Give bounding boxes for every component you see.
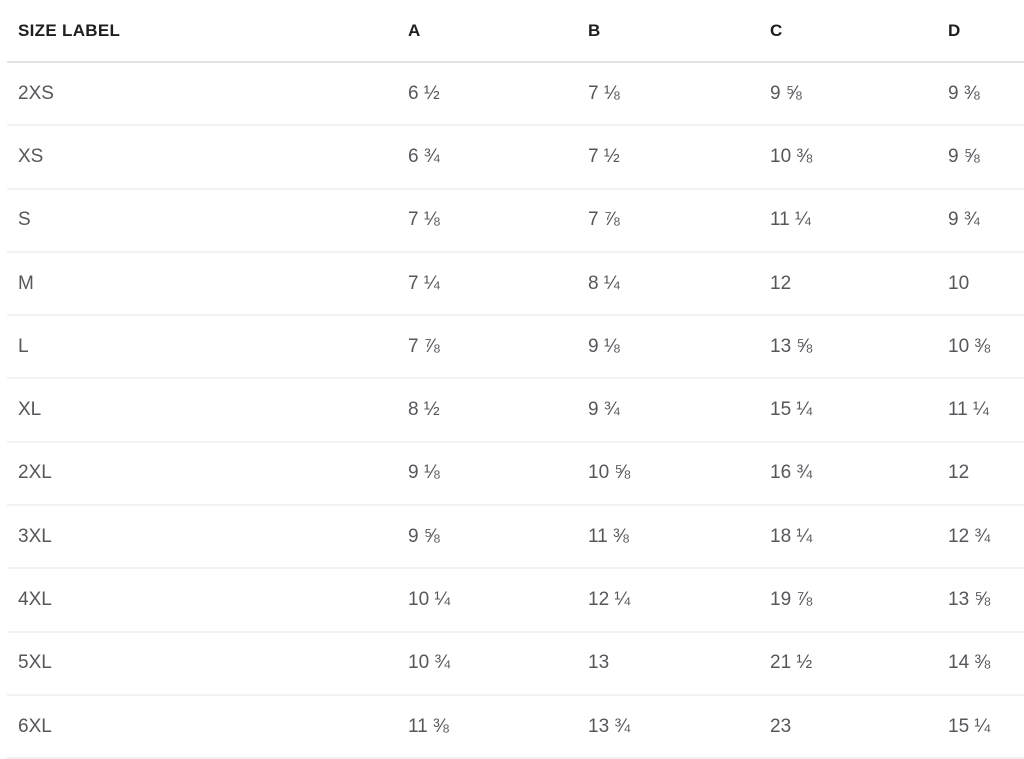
measurement-cell-a: 8 ½ (390, 378, 570, 443)
measurement-cell-d: 13 ⅝ (930, 568, 1024, 633)
size-label-cell: M (7, 251, 390, 317)
measurement-cell-c: 10 ⅜ (752, 125, 930, 190)
measurement-cell-c: 23 (752, 694, 930, 759)
size-label-cell: 2XS (7, 62, 390, 127)
measurement-cell-b: 10 ⅝ (570, 441, 752, 507)
table-row: 4XL 10 ¼ 12 ¼ 19 ⅞ 13 ⅝ (7, 568, 1024, 633)
measurement-cell-b: 12 ¼ (570, 568, 752, 633)
table-row: 2XL 9 ⅛ 10 ⅝ 16 ¾ 12 (7, 441, 1024, 507)
measurement-cell-c: 9 ⅝ (752, 62, 930, 127)
measurement-cell-d: 10 (930, 251, 1024, 317)
measurement-cell-b: 7 ½ (570, 125, 752, 190)
size-label-cell: L (7, 315, 390, 380)
measurement-cell-c: 21 ½ (752, 631, 930, 696)
table-row: 5XL 10 ¾ 13 21 ½ 14 ⅜ (7, 631, 1024, 696)
measurement-cell-d: 9 ¾ (930, 188, 1024, 253)
measurement-cell-c: 19 ⅞ (752, 568, 930, 633)
column-header-size-label: SIZE LABEL (7, 0, 390, 63)
table-row: 3XL 9 ⅝ 11 ⅜ 18 ¼ 12 ¾ (7, 505, 1024, 570)
column-header-b: B (570, 0, 752, 63)
measurement-cell-c: 18 ¼ (752, 505, 930, 570)
measurement-cell-d: 9 ⅜ (930, 62, 1024, 127)
measurement-cell-d: 12 ¾ (930, 505, 1024, 570)
measurement-cell-a: 9 ⅝ (390, 505, 570, 570)
measurement-cell-b: 11 ⅜ (570, 505, 752, 570)
column-header-c: C (752, 0, 930, 63)
measurement-cell-a: 6 ¾ (390, 125, 570, 190)
size-label-cell: 2XL (7, 441, 390, 507)
measurement-cell-c: 15 ¼ (752, 378, 930, 443)
size-label-cell: 4XL (7, 568, 390, 633)
measurement-cell-d: 15 ¼ (930, 694, 1024, 759)
measurement-cell-b: 13 ¾ (570, 694, 752, 759)
measurement-cell-a: 6 ½ (390, 62, 570, 127)
size-label-cell: XL (7, 378, 390, 443)
measurement-cell-d: 10 ⅜ (930, 315, 1024, 380)
measurement-cell-d: 11 ¼ (930, 378, 1024, 443)
measurement-cell-b: 9 ⅛ (570, 315, 752, 380)
measurement-cell-c: 13 ⅝ (752, 315, 930, 380)
measurement-cell-a: 11 ⅜ (390, 694, 570, 759)
measurement-cell-b: 8 ¼ (570, 251, 752, 317)
size-label-cell: 5XL (7, 631, 390, 696)
measurement-cell-b: 9 ¾ (570, 378, 752, 443)
size-label-cell: XS (7, 125, 390, 190)
measurement-cell-a: 7 ⅞ (390, 315, 570, 380)
measurement-cell-a: 10 ¾ (390, 631, 570, 696)
measurement-cell-b: 7 ⅛ (570, 62, 752, 127)
measurement-cell-a: 7 ⅛ (390, 188, 570, 253)
size-label-cell: S (7, 188, 390, 253)
measurement-cell-c: 12 (752, 251, 930, 317)
size-label-cell: 6XL (7, 694, 390, 759)
measurement-cell-b: 7 ⅞ (570, 188, 752, 253)
measurement-cell-b: 13 (570, 631, 752, 696)
size-label-cell: 3XL (7, 505, 390, 570)
column-header-d: D (930, 0, 1024, 63)
measurement-cell-d: 9 ⅝ (930, 125, 1024, 190)
measurement-cell-a: 9 ⅛ (390, 441, 570, 507)
table-row: 6XL 11 ⅜ 13 ¾ 23 15 ¼ (7, 694, 1024, 759)
measurement-cell-d: 12 (930, 441, 1024, 507)
measurement-cell-c: 16 ¾ (752, 441, 930, 507)
header-row: SIZE LABEL A B C D (7, 0, 1024, 63)
measurement-cell-d: 14 ⅜ (930, 631, 1024, 696)
measurement-cell-c: 11 ¼ (752, 188, 930, 253)
measurement-cell-a: 7 ¼ (390, 251, 570, 317)
column-header-a: A (390, 0, 570, 63)
measurement-cell-a: 10 ¼ (390, 568, 570, 633)
